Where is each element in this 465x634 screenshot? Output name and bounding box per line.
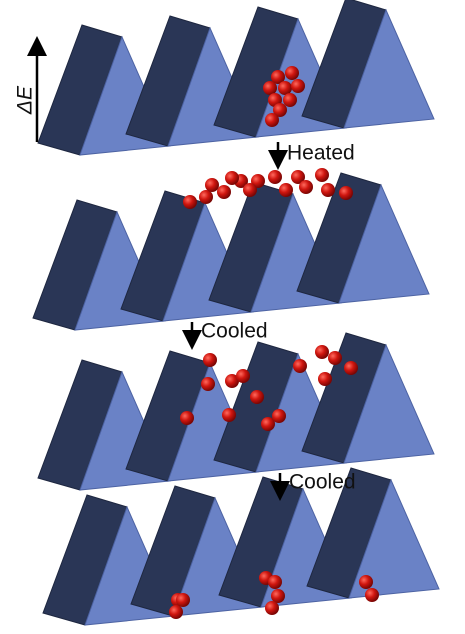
particle <box>315 168 329 182</box>
particle <box>365 588 379 602</box>
particle <box>250 390 264 404</box>
particle <box>203 353 217 367</box>
particle <box>271 589 285 603</box>
particle <box>268 170 282 184</box>
particle <box>272 409 286 423</box>
step-label: Cooled <box>201 320 268 343</box>
particle <box>236 369 250 383</box>
particle <box>176 593 190 607</box>
particle <box>318 372 332 386</box>
particle <box>225 171 239 185</box>
particle <box>199 190 213 204</box>
particle <box>339 186 353 200</box>
particle <box>293 359 307 373</box>
particle <box>344 361 358 375</box>
particle <box>268 575 282 589</box>
particle <box>299 180 313 194</box>
particle <box>217 185 231 199</box>
particle <box>279 183 293 197</box>
particle <box>243 183 257 197</box>
particle <box>278 81 292 95</box>
diagram: ΔE Heated Cooled Cooled <box>0 0 465 634</box>
step-label: Heated <box>287 142 355 165</box>
particle <box>328 351 342 365</box>
particle <box>222 408 236 422</box>
prism-rows <box>33 0 439 625</box>
energy-label: ΔE <box>14 85 37 115</box>
particle <box>265 601 279 615</box>
particle <box>265 113 279 127</box>
particle <box>180 411 194 425</box>
particle <box>169 605 183 619</box>
particle <box>285 66 299 80</box>
particle <box>315 345 329 359</box>
particle <box>283 93 297 107</box>
particle <box>183 195 197 209</box>
particle <box>359 575 373 589</box>
particle <box>201 377 215 391</box>
particle <box>263 81 277 95</box>
particle <box>205 178 219 192</box>
particle <box>291 79 305 93</box>
step-label: Cooled <box>289 471 356 494</box>
particle <box>321 183 335 197</box>
